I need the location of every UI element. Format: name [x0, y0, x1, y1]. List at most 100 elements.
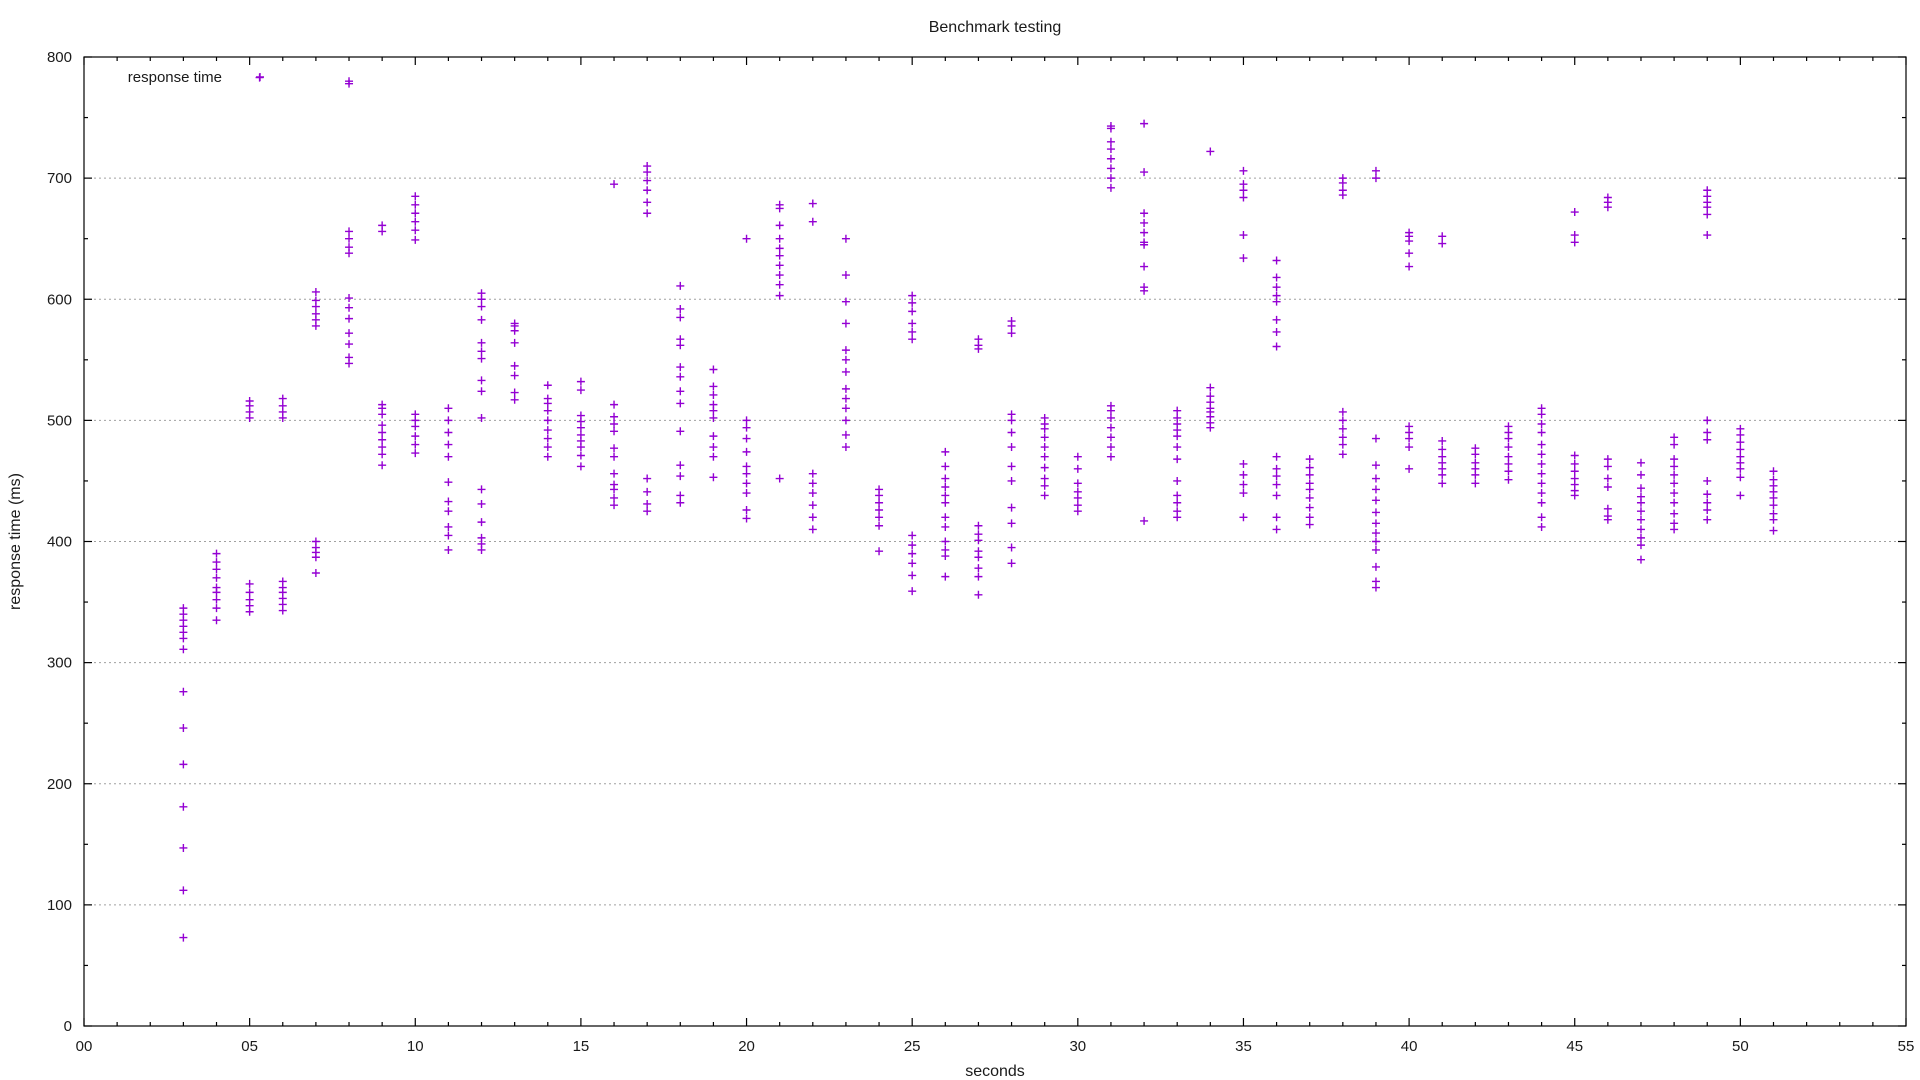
data-point: [1703, 498, 1712, 507]
data-point: [643, 186, 652, 195]
data-point: [841, 384, 850, 393]
data-point: [1769, 467, 1778, 476]
data-point: [742, 423, 751, 432]
y-tick-label: 400: [47, 534, 72, 551]
data-point: [1140, 218, 1149, 227]
data-point: [742, 489, 751, 498]
data-point: [1703, 210, 1712, 219]
data-point: [1636, 533, 1645, 542]
data-point: [742, 506, 751, 515]
data-point: [477, 376, 486, 385]
data-point: [1173, 507, 1182, 516]
data-point: [245, 579, 254, 588]
data-point: [1371, 434, 1380, 443]
data-point: [1504, 467, 1513, 476]
data-point: [1570, 467, 1579, 476]
data-point: [444, 478, 453, 487]
data-point: [1173, 491, 1182, 500]
data-point: [1140, 262, 1149, 271]
data-point: [1338, 407, 1347, 416]
data-point: [1371, 485, 1380, 494]
data-point: [378, 450, 387, 459]
data-point: [1007, 428, 1016, 437]
data-point: [1239, 231, 1248, 240]
chart-title: Benchmark testing: [929, 19, 1062, 36]
data-point: [676, 387, 685, 396]
data-point: [1106, 122, 1115, 131]
data-point: [841, 404, 850, 413]
data-point: [477, 533, 486, 542]
data-point: [941, 513, 950, 522]
grid-lines: [84, 177, 1906, 906]
data-point: [1305, 479, 1314, 488]
data-point: [1371, 537, 1380, 546]
data-point: [1703, 186, 1712, 195]
data-point: [1670, 433, 1679, 442]
data-point: [576, 451, 585, 460]
data-point: [1471, 479, 1480, 488]
data-point: [179, 645, 188, 654]
data-points: [179, 73, 1778, 942]
data-point: [444, 440, 453, 449]
data-point: [941, 447, 950, 456]
data-point: [610, 400, 619, 409]
data-point: [1272, 480, 1281, 489]
data-point: [610, 480, 619, 489]
data-point: [444, 404, 453, 413]
data-point: [1438, 445, 1447, 454]
data-point: [1371, 174, 1380, 183]
data-point: [709, 432, 718, 441]
data-point: [543, 452, 552, 461]
data-point: [1106, 413, 1115, 422]
data-point: [1636, 525, 1645, 534]
y-tick-label: 200: [47, 776, 72, 793]
data-point: [411, 235, 420, 244]
data-point: [1603, 193, 1612, 202]
data-point: [543, 426, 552, 435]
data-point: [1106, 452, 1115, 461]
data-point: [1570, 459, 1579, 468]
data-point: [974, 547, 983, 556]
data-point: [808, 489, 817, 498]
data-point: [1405, 422, 1414, 431]
data-point: [610, 501, 619, 510]
data-point: [179, 687, 188, 696]
data-point: [941, 482, 950, 491]
data-point: [1040, 463, 1049, 472]
data-point: [610, 444, 619, 453]
data-point: [875, 485, 884, 494]
data-point: [643, 499, 652, 508]
data-point: [278, 394, 287, 403]
data-point: [278, 401, 287, 410]
data-point: [676, 335, 685, 344]
data-point: [676, 498, 685, 507]
data-point: [345, 329, 354, 338]
data-point: [311, 537, 320, 546]
data-point: [1371, 577, 1380, 586]
data-point: [278, 577, 287, 586]
data-point: [1371, 529, 1380, 538]
data-point: [1239, 489, 1248, 498]
data-point: [808, 199, 817, 208]
data-point: [742, 447, 751, 456]
data-point: [1769, 475, 1778, 484]
data-point: [610, 180, 619, 189]
data-point: [742, 234, 751, 243]
data-point: [775, 261, 784, 270]
data-point: [245, 396, 254, 405]
data-point: [1736, 424, 1745, 433]
data-point: [1371, 508, 1380, 517]
data-point: [1537, 459, 1546, 468]
x-tick-label: 10: [407, 1038, 424, 1055]
y-tick-label: 700: [47, 170, 72, 187]
data-point: [1040, 474, 1049, 483]
y-tick-label: 300: [47, 655, 72, 672]
data-point: [841, 297, 850, 306]
data-point: [775, 474, 784, 483]
data-point: [1537, 498, 1546, 507]
data-point: [543, 394, 552, 403]
data-point: [742, 479, 751, 488]
data-point: [676, 281, 685, 290]
data-point: [345, 340, 354, 349]
data-point: [1537, 450, 1546, 459]
